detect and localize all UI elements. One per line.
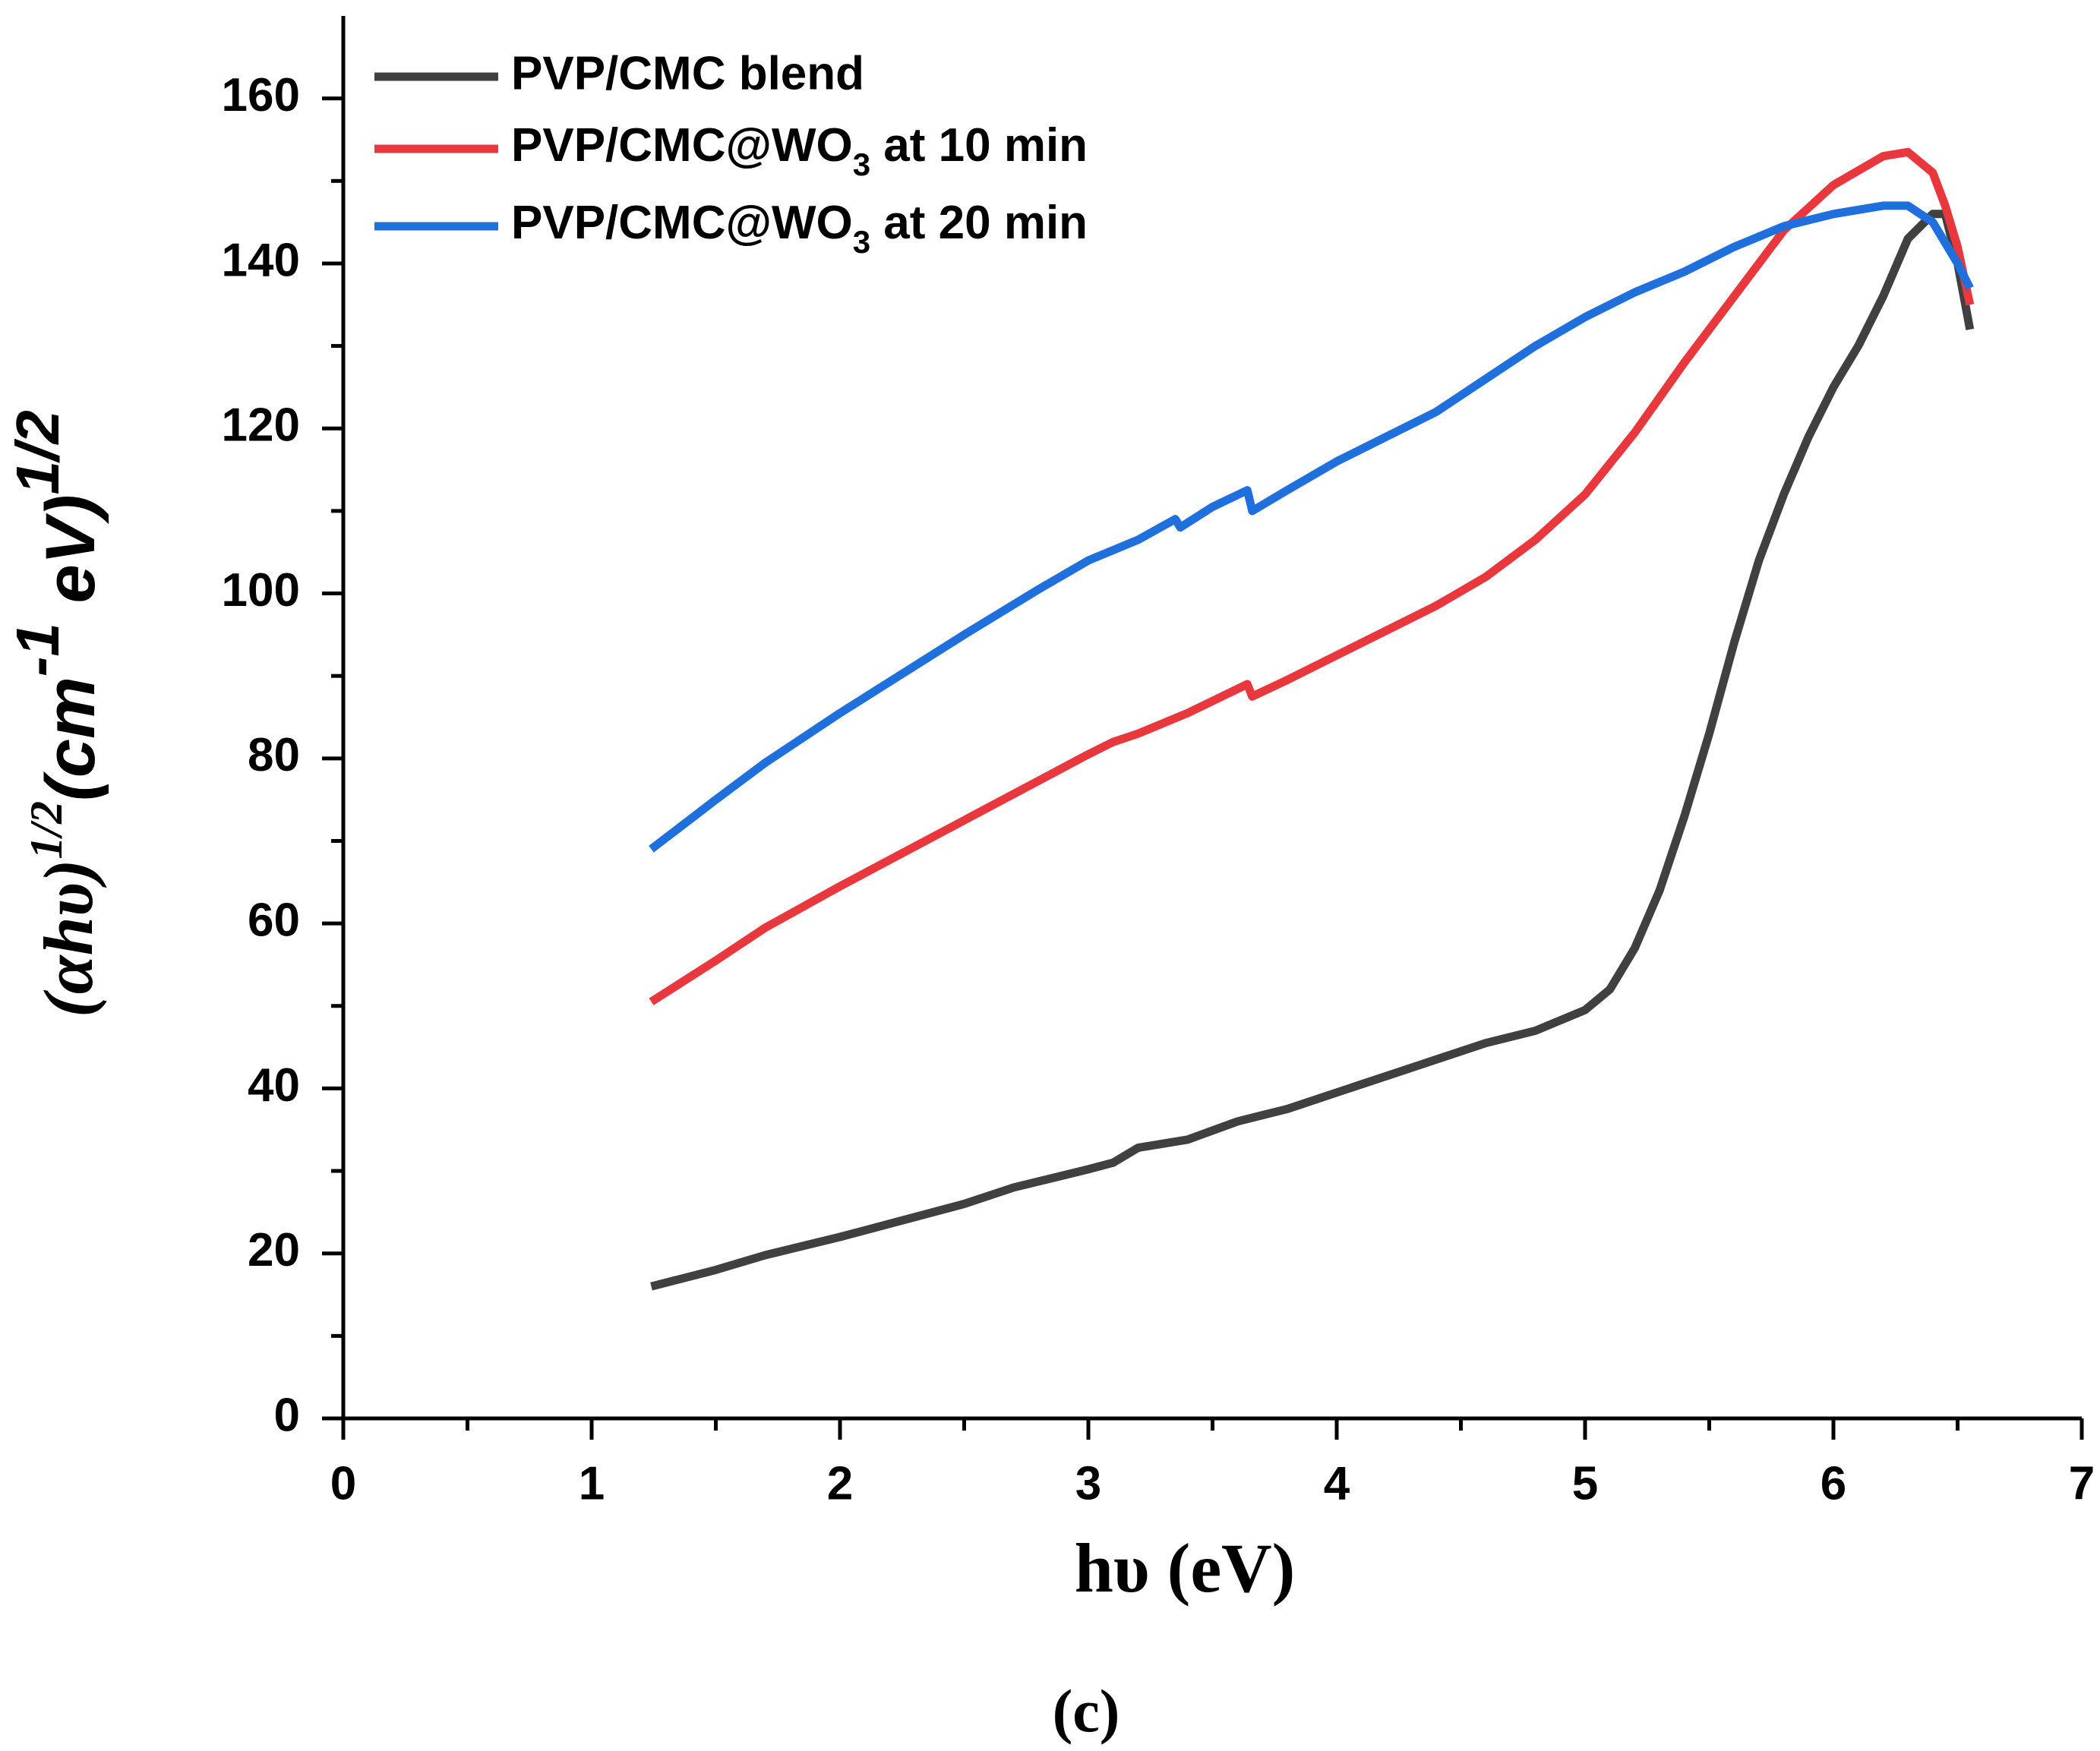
- y-tick-label: 80: [248, 729, 300, 781]
- legend-label: PVP/CMC@WO3 at 20 min: [511, 197, 1088, 259]
- x-tick-label: 5: [1572, 1457, 1598, 1510]
- x-tick-label: 1: [579, 1457, 605, 1510]
- x-tick-label: 0: [330, 1457, 356, 1510]
- data-line: [649, 201, 1974, 853]
- x-tick-label: 6: [1821, 1457, 1846, 1510]
- y-tick-label: 40: [248, 1059, 300, 1112]
- y-tick-label: 20: [248, 1224, 300, 1276]
- data-line: [649, 147, 1975, 1005]
- y-tick-label: 120: [222, 399, 300, 452]
- y-tick-label: 60: [248, 894, 300, 946]
- y-axis-label-part: (αhυ): [30, 859, 107, 1017]
- y-axis-label-part: 1/2: [4, 410, 71, 494]
- x-tick-label: 4: [1324, 1457, 1350, 1510]
- legend-label: PVP/CMC@WO3 at 10 min: [511, 119, 1088, 181]
- x-axis-label: hυ (eV): [1075, 1529, 1295, 1607]
- y-tick-label: 100: [222, 564, 300, 617]
- legend-label: PVP/CMC blend: [511, 47, 864, 99]
- y-tick-label: 0: [274, 1389, 300, 1441]
- x-tick-label: 7: [2069, 1457, 2095, 1510]
- x-tick-label: 3: [1075, 1457, 1101, 1510]
- y-axis-label: (αhυ)1/2(cm-1 eV)1/2: [4, 410, 110, 1017]
- caption: (c): [1053, 1678, 1120, 1745]
- x-tick-label: 2: [827, 1457, 853, 1510]
- y-tick-label: 140: [222, 234, 300, 286]
- y-axis-label-part: (cm: [32, 677, 109, 801]
- y-tick-label: 160: [222, 69, 300, 121]
- y-axis-label-part: 1/2: [21, 801, 71, 860]
- y-axis-label-part: -1: [4, 623, 71, 677]
- data-line: [650, 210, 1975, 1291]
- y-axis-label-part: eV): [32, 494, 109, 623]
